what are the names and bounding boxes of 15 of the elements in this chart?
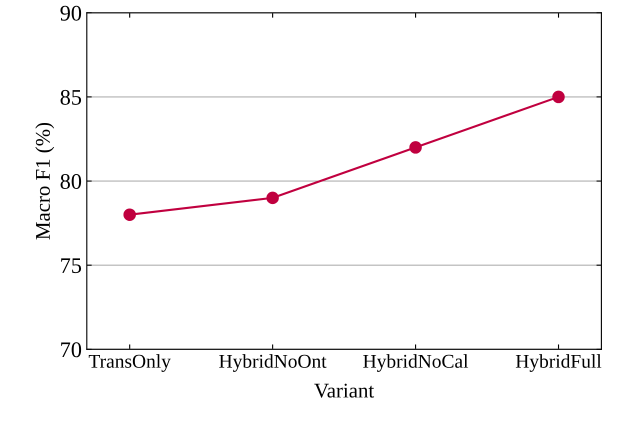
y-tick-label: 85 [60, 90, 82, 105]
point [409, 141, 422, 154]
y-axis-title: Macro F1 (%) [35, 122, 54, 240]
point [123, 208, 136, 221]
x-tick-label: HybridFull [516, 354, 602, 372]
point [552, 90, 565, 104]
x-tick-label: HybridNoCal [363, 354, 468, 372]
point [266, 192, 279, 204]
x-axis-title: Variant [314, 384, 374, 398]
x-tick-label: HybridNoOnt [219, 354, 327, 372]
y-tick-label: 75 [61, 258, 82, 274]
y-tick-label: 90 [60, 6, 82, 21]
y-tick-label: 70 [61, 342, 82, 358]
y-tick-label: 80 [60, 174, 82, 189]
x-tick-label: TransOnly [88, 354, 171, 372]
